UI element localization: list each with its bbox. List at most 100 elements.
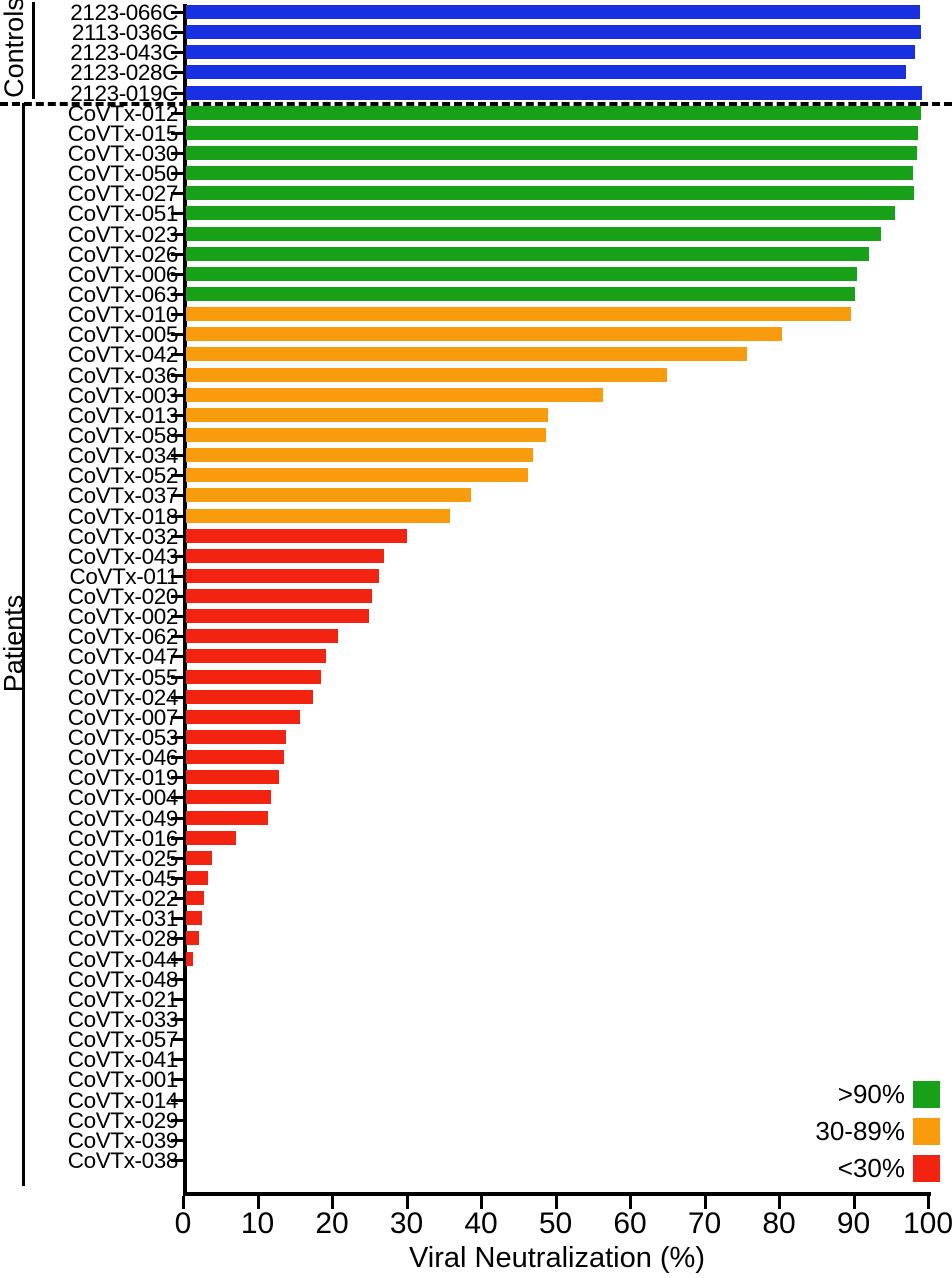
category-label: CoVTx-053 xyxy=(67,725,179,751)
category-label: CoVTx-055 xyxy=(67,664,179,690)
bar[interactable] xyxy=(186,427,546,442)
legend-label: 30-89% xyxy=(815,1115,905,1146)
bar[interactable] xyxy=(186,407,549,422)
y-axis-tick xyxy=(171,736,183,740)
category-label: CoVTx-012 xyxy=(67,100,179,126)
legend-color-swatch xyxy=(913,1080,940,1108)
bar[interactable] xyxy=(186,125,919,140)
bar[interactable] xyxy=(186,810,268,825)
bar[interactable] xyxy=(186,347,747,362)
bar[interactable] xyxy=(186,568,379,583)
bar[interactable] xyxy=(186,931,200,946)
category-label: CoVTx-051 xyxy=(67,201,179,227)
y-axis-tick xyxy=(171,151,183,155)
y-axis-tick xyxy=(171,252,183,256)
bar[interactable] xyxy=(186,5,920,19)
bar[interactable] xyxy=(186,669,321,684)
category-label: CoVTx-021 xyxy=(67,986,179,1012)
category-label: CoVTx-034 xyxy=(67,443,179,469)
bar[interactable] xyxy=(186,891,204,906)
bar[interactable] xyxy=(186,750,285,765)
bar[interactable] xyxy=(186,951,193,966)
bar[interactable] xyxy=(186,629,338,644)
x-axis-tick-label: 100 xyxy=(902,1207,952,1240)
category-label: CoVTx-006 xyxy=(67,261,179,287)
group-divider-dashed-line xyxy=(0,101,952,106)
bar[interactable] xyxy=(186,609,370,624)
bar[interactable] xyxy=(186,65,906,80)
bar[interactable] xyxy=(186,105,921,120)
legend-item: <30% xyxy=(770,1152,940,1184)
y-axis-tick xyxy=(171,1158,183,1162)
category-label: CoVTx-039 xyxy=(67,1127,179,1153)
category-label: CoVTx-002 xyxy=(67,604,179,630)
bar[interactable] xyxy=(186,488,471,503)
bar[interactable] xyxy=(186,307,851,322)
bar[interactable] xyxy=(186,468,528,483)
bar[interactable] xyxy=(186,166,914,181)
x-axis-tick-label: 10 xyxy=(240,1207,275,1240)
y-axis-tick xyxy=(171,1118,183,1122)
bar[interactable] xyxy=(186,25,921,40)
x-axis-tick-label: 60 xyxy=(613,1207,647,1240)
y-axis-tick xyxy=(171,51,183,55)
x-axis-tick-label: 30 xyxy=(389,1207,424,1240)
bar[interactable] xyxy=(186,448,534,463)
y-axis-tick xyxy=(171,212,183,216)
bar[interactable] xyxy=(186,790,271,805)
y-axis-tick xyxy=(171,756,183,760)
bar[interactable] xyxy=(186,85,923,100)
y-axis-tick xyxy=(171,776,183,780)
category-label: CoVTx-057 xyxy=(67,1027,179,1053)
category-label: CoVTx-005 xyxy=(67,322,179,348)
y-axis-tick xyxy=(171,816,183,820)
category-label: CoVTx-011 xyxy=(69,563,178,589)
bar[interactable] xyxy=(186,266,858,281)
bar[interactable] xyxy=(186,548,385,563)
category-label: 2113-036C xyxy=(71,20,178,46)
x-axis-tick-label: 0 xyxy=(174,1207,192,1240)
bar[interactable] xyxy=(186,145,917,160)
bar[interactable] xyxy=(186,830,236,845)
bar[interactable] xyxy=(186,528,408,543)
bar[interactable] xyxy=(186,367,667,382)
bar[interactable] xyxy=(186,911,202,926)
y-axis-tick xyxy=(171,353,183,357)
category-label: CoVTx-050 xyxy=(67,161,179,187)
bar[interactable] xyxy=(186,709,300,724)
bar[interactable] xyxy=(186,186,914,201)
category-label: CoVTx-022 xyxy=(67,886,179,912)
bar[interactable] xyxy=(186,770,280,785)
bar[interactable] xyxy=(186,327,782,342)
category-label: CoVTx-042 xyxy=(67,342,179,368)
x-axis-tick-label: 90 xyxy=(836,1207,871,1240)
y-axis-tick xyxy=(171,1018,183,1021)
bar[interactable] xyxy=(186,508,451,523)
category-label: CoVTx-037 xyxy=(67,483,179,509)
category-label: CoVTx-058 xyxy=(67,422,179,448)
bar[interactable] xyxy=(186,387,604,402)
y-axis-tick xyxy=(171,897,183,901)
bar[interactable] xyxy=(186,246,870,261)
y-axis-tick xyxy=(171,997,183,1001)
bar[interactable] xyxy=(186,589,373,604)
y-axis-tick xyxy=(171,554,183,558)
group-bracket-patients xyxy=(22,102,25,1187)
bar[interactable] xyxy=(186,871,208,886)
category-label: CoVTx-027 xyxy=(67,181,179,207)
category-label: CoVTx-038 xyxy=(67,1147,179,1173)
category-label: CoVTx-001 xyxy=(67,1067,179,1093)
bar[interactable] xyxy=(186,649,327,664)
bar[interactable] xyxy=(186,45,915,60)
group-label-patients: Patients xyxy=(0,595,29,693)
y-axis-tick xyxy=(171,91,183,95)
y-axis-tick xyxy=(171,474,183,478)
bar[interactable] xyxy=(186,730,286,745)
bar[interactable] xyxy=(186,689,313,704)
bar[interactable] xyxy=(186,206,896,221)
bar[interactable] xyxy=(186,226,882,241)
bar[interactable] xyxy=(186,286,855,301)
y-axis-tick xyxy=(171,1078,183,1082)
bar[interactable] xyxy=(186,850,213,865)
y-axis-tick xyxy=(171,111,183,115)
